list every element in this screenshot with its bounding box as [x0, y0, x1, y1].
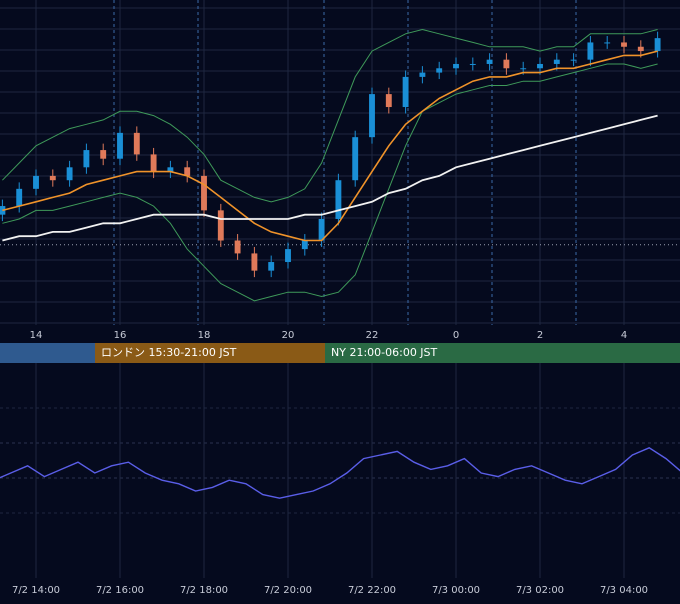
time-axis-bottom-tick: 7/2 14:00 [12, 585, 60, 596]
session-bar: ロンドン 15:30-21:00 JST NY 21:00-06:00 JST [0, 343, 680, 363]
candle-body [301, 240, 308, 250]
candle-body [100, 150, 107, 159]
oscillator-chart [0, 363, 680, 578]
candle-body [83, 150, 90, 168]
candle-body [637, 46, 644, 52]
bollinger-lower-band [2, 63, 658, 302]
candle-body [335, 180, 342, 219]
candle-body [352, 137, 359, 181]
time-axis-bottom: 7/2 14:00 7/2 16:00 7/2 18:00 7/2 20:00 7/2 … [0, 578, 680, 600]
candle-body [436, 68, 443, 73]
time-axis-bottom-tick: 7/3 04:00 [600, 585, 648, 596]
candle-body [318, 218, 325, 241]
candle-body [570, 59, 577, 61]
time-axis-bottom-tick: 7/2 16:00 [96, 585, 144, 596]
time-axis-top-tick: 18 [198, 330, 211, 341]
bollinger-upper-band [2, 28, 658, 203]
moving-average-short [2, 50, 658, 242]
session-tokyo [0, 343, 95, 363]
candle-body [385, 94, 392, 108]
time-axis-top-tick: 16 [114, 330, 127, 341]
session-ny: NY 21:00-06:00 JST [325, 343, 680, 363]
candle-body [150, 154, 157, 172]
candle-body [486, 59, 493, 64]
time-axis-top-tick: 2 [537, 330, 543, 341]
time-axis-bottom-tick: 7/2 18:00 [180, 585, 228, 596]
candle-body [268, 262, 275, 271]
candle-body [402, 76, 409, 108]
candle-body [469, 63, 476, 65]
candle-body [133, 132, 140, 155]
candle-body [654, 38, 661, 52]
candle-body [503, 59, 510, 69]
time-axis-top-tick: 0 [453, 330, 459, 341]
time-axis-bottom-tick: 7/2 20:00 [264, 585, 312, 596]
session-london-label: ロンドン 15:30-21:00 JST [101, 346, 237, 359]
candle-body [33, 175, 39, 189]
candle-body [604, 42, 611, 44]
time-axis-top-tick: 14 [30, 330, 43, 341]
candle-body [66, 167, 73, 181]
candle-body [217, 210, 224, 241]
session-london: ロンドン 15:30-21:00 JST [95, 343, 325, 363]
time-axis-top-labels: 14 16 18 20 22 0 2 4 [0, 325, 680, 343]
candle-body [167, 167, 174, 172]
candle-body [537, 63, 543, 69]
candle-body [49, 175, 56, 181]
moving-average-long [2, 114, 658, 242]
price-chart-panel[interactable] [0, 0, 680, 325]
time-axis-top-tick: 4 [621, 330, 627, 341]
candle-body [234, 240, 241, 254]
candle-body [16, 188, 23, 207]
candle-body [453, 63, 459, 69]
time-axis-bottom-labels: 7/2 14:00 7/2 16:00 7/2 18:00 7/2 20:00 7/2 … [12, 585, 648, 596]
time-axis-bottom-tick: 7/2 22:00 [348, 585, 396, 596]
time-axis-top-tick: 20 [282, 330, 295, 341]
candle-body [285, 249, 291, 263]
candle-body [587, 42, 594, 60]
candle-body [621, 42, 627, 47]
time-axis-bottom-tick: 7/3 00:00 [432, 585, 480, 596]
candle-body [117, 132, 123, 159]
candle-body [553, 59, 560, 64]
candle-body [251, 253, 258, 271]
candle-body [520, 68, 527, 70]
oscillator-panel[interactable] [0, 363, 680, 578]
time-axis-top: 14 16 18 20 22 0 2 4 [0, 325, 680, 343]
price-chart [0, 0, 680, 325]
time-axis-top-tick: 22 [366, 330, 379, 341]
candle-body [369, 94, 375, 138]
candle-body [419, 72, 426, 77]
session-ny-label: NY 21:00-06:00 JST [331, 346, 438, 359]
oscillator-line [0, 447, 680, 499]
time-axis-top-background [0, 325, 680, 343]
candle-body [201, 175, 207, 211]
time-axis-bottom-tick: 7/3 02:00 [516, 585, 564, 596]
candle-body [184, 167, 191, 176]
